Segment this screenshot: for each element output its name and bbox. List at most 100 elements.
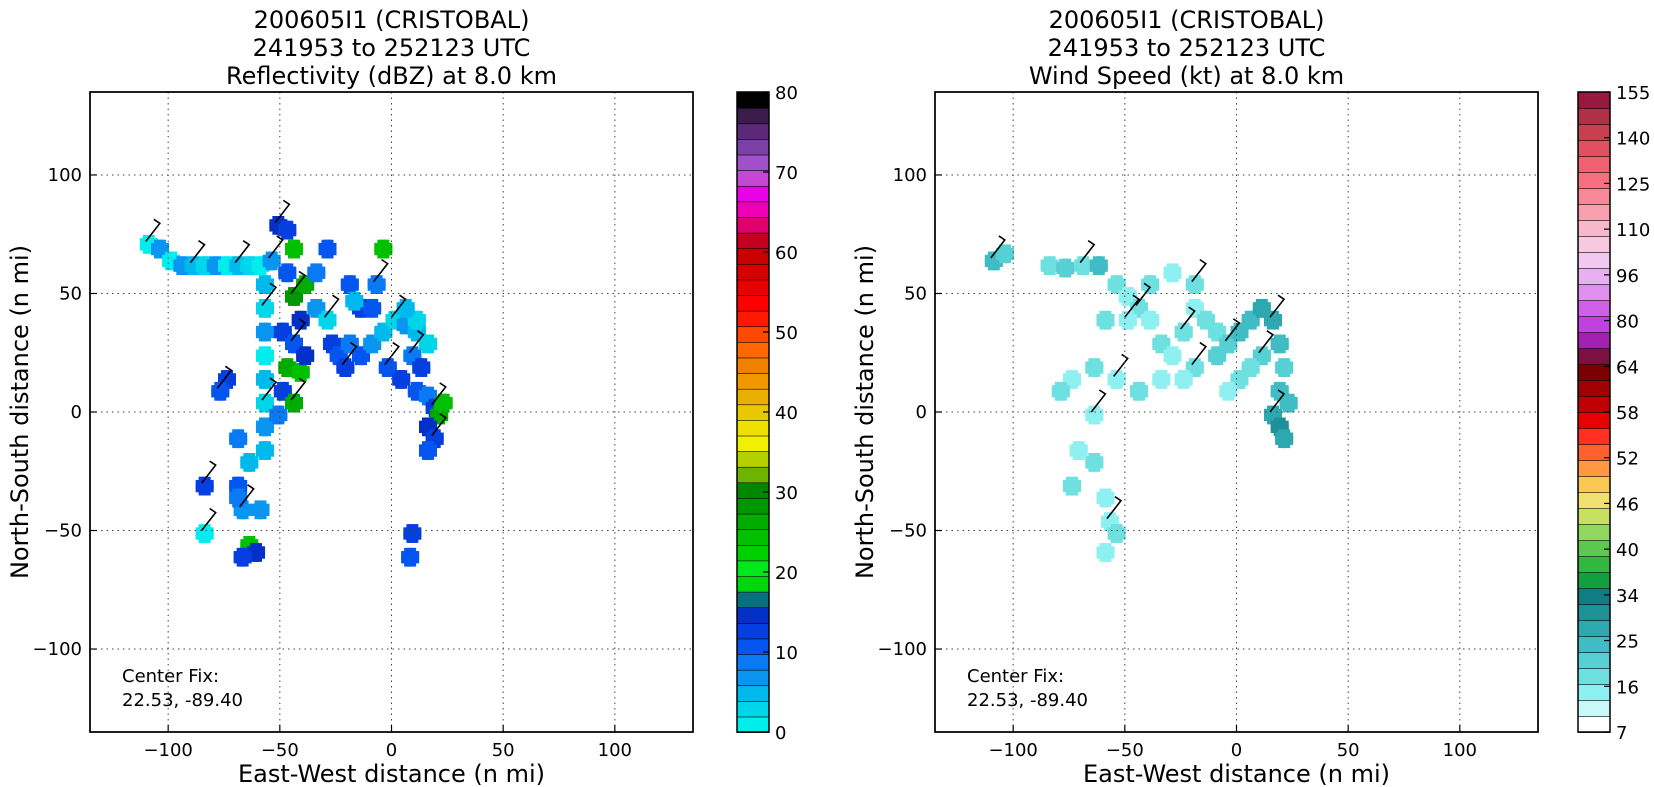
left-data-cell	[251, 510, 258, 517]
left-data-cell	[416, 310, 423, 317]
left-data-cell	[410, 381, 417, 388]
left-data-cell	[274, 254, 281, 261]
right-data-cell	[1118, 313, 1125, 320]
right-wind-barb	[1269, 294, 1286, 318]
right-data-cell	[1282, 393, 1289, 400]
left-data-cell	[349, 344, 356, 351]
left-data-cell	[190, 265, 197, 272]
left-data-cell	[259, 546, 266, 553]
right-data-cell	[1222, 391, 1229, 398]
left-data-cell	[168, 264, 175, 271]
left-data-cell	[361, 359, 368, 366]
left-data-cell	[395, 382, 402, 389]
left-data-cell	[258, 400, 265, 407]
right-data-cell	[1108, 494, 1115, 501]
right-data-cell	[1263, 408, 1270, 415]
left-data-cell	[281, 263, 288, 270]
right-data-cell	[1228, 337, 1235, 344]
left-data-cell	[287, 266, 294, 273]
left-data-cell	[291, 313, 298, 320]
left-data-cell	[370, 281, 377, 288]
right-data-cell	[1088, 415, 1095, 422]
right-data-cell	[1258, 355, 1265, 362]
left-data-cell	[240, 462, 247, 469]
right-data-cell	[1089, 262, 1096, 269]
left-data-cell	[384, 370, 391, 377]
right-data-cell	[1177, 329, 1184, 336]
left-data-cell	[369, 344, 376, 351]
left-data-cell	[220, 385, 227, 392]
left-data-cell	[364, 352, 371, 359]
left-data-cell	[236, 547, 243, 554]
left-data-cell	[388, 317, 395, 324]
right-data-cell	[1105, 549, 1112, 556]
left-colorbar-segment	[736, 419, 770, 437]
left-data-cell	[345, 367, 352, 374]
left-data-cell	[148, 234, 155, 241]
left-data-cell	[267, 332, 274, 339]
right-data-cell	[1116, 376, 1123, 383]
right-data-cell	[1150, 323, 1157, 330]
right-data-cell	[1206, 320, 1213, 327]
left-data-cell	[265, 257, 272, 264]
left-data-cell	[321, 317, 328, 324]
right-data-cell	[1258, 308, 1265, 315]
left-data-cell	[418, 427, 425, 434]
left-data-cell	[410, 547, 417, 554]
left-data-cell	[399, 325, 406, 332]
right-data-cell	[1095, 262, 1102, 269]
left-data-cell	[267, 355, 274, 362]
left-data-cell	[255, 450, 262, 457]
right-data-cell	[1008, 250, 1015, 257]
left-data-cell	[258, 332, 265, 339]
left-data-cell	[431, 340, 438, 347]
left-data-cell	[372, 344, 379, 351]
left-data-cell	[258, 379, 265, 386]
left-data-cell	[201, 483, 208, 490]
left-data-cell	[206, 265, 213, 272]
left-data-cell	[246, 542, 253, 549]
left-data-cell	[290, 269, 297, 276]
right-data-cell	[995, 250, 1002, 257]
right-data-cell	[1174, 332, 1181, 339]
right-data-cell	[1150, 275, 1157, 282]
left-data-cell	[358, 308, 364, 315]
left-data-cell	[243, 256, 250, 263]
right-data-cell	[1002, 244, 1008, 251]
left-wind-barb	[268, 235, 284, 259]
right-data-cell	[1250, 317, 1257, 324]
right-data-cell	[1088, 418, 1095, 425]
left-data-cell	[386, 242, 393, 249]
right-data-cell	[1072, 479, 1079, 486]
right-data-cell	[1132, 385, 1139, 392]
left-data-cell	[261, 349, 268, 356]
right-colorbar-segment	[1577, 475, 1611, 493]
left-data-cell	[406, 359, 413, 366]
left-data-cell	[282, 322, 289, 329]
left-data-cell	[261, 278, 268, 285]
right-data-cell	[1169, 349, 1176, 356]
right-data-cell	[1155, 334, 1162, 341]
right-data-cell	[1258, 311, 1265, 318]
right-data-cell	[1191, 364, 1198, 371]
left-data-cell	[351, 301, 358, 308]
left-data-cell	[410, 329, 417, 336]
right-data-cell	[1098, 265, 1105, 272]
left-data-cell	[279, 332, 286, 339]
right-data-cell	[1247, 313, 1254, 320]
left-data-cell	[284, 364, 291, 371]
left-data-cell	[398, 370, 405, 377]
left-data-cell	[357, 301, 364, 308]
left-data-cell	[343, 275, 350, 282]
right-data-cell	[1203, 310, 1209, 317]
right-data-cell	[1278, 435, 1285, 442]
right-data-cell	[1091, 358, 1098, 365]
right-data-cell	[1147, 323, 1154, 330]
left-data-cell	[153, 246, 160, 253]
left-wind-barb	[390, 294, 407, 318]
left-data-cell	[264, 370, 271, 377]
right-colorbar-segment	[1577, 523, 1611, 541]
left-data-cell	[341, 352, 348, 359]
left-y-tick-label: −50	[44, 521, 82, 542]
left-data-cell	[434, 403, 441, 410]
